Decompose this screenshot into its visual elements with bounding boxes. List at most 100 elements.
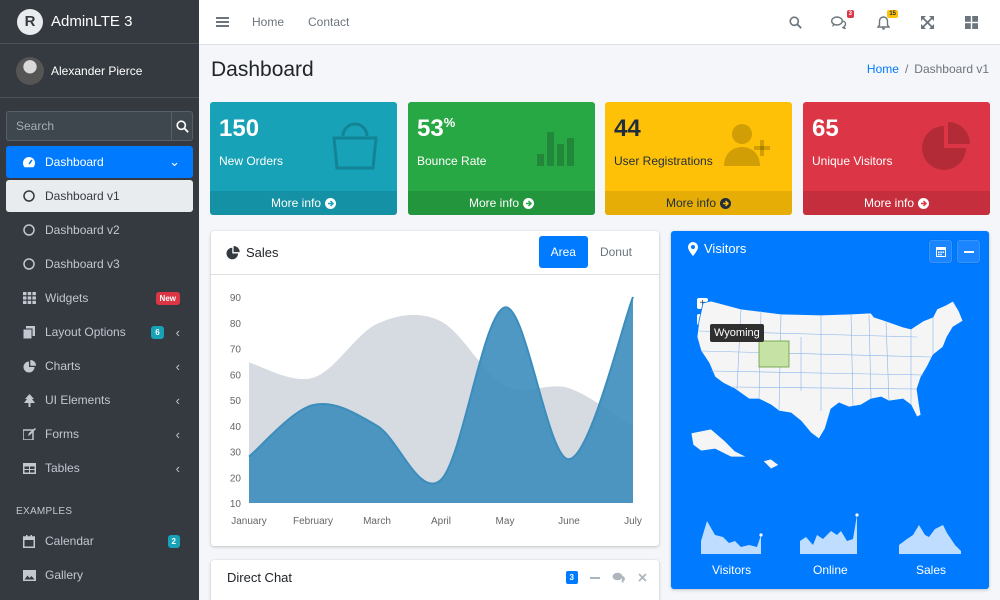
- bell-icon: [876, 15, 890, 30]
- bar-chart-icon: [537, 120, 577, 175]
- sidebar-item-dashboard[interactable]: Dashboard ⌄: [6, 146, 193, 178]
- brand-logo: R: [17, 8, 43, 35]
- sidebar-item-label: Layout Options: [45, 325, 126, 339]
- sidebar-item-charts[interactable]: Charts ‹: [6, 350, 193, 382]
- sparkline-online: [800, 515, 857, 554]
- breadcrumb-home[interactable]: Home: [866, 62, 899, 76]
- visitors-card: Visitors + − Wyoming Visitors Online Sal…: [671, 231, 989, 589]
- fullscreen-button[interactable]: [918, 14, 936, 32]
- sidebar-search: [6, 111, 193, 141]
- sidebar-item-label: Calendar: [45, 534, 94, 548]
- small-box-value: 53%: [417, 115, 456, 142]
- sidebar-item-calendar[interactable]: Calendar 2: [6, 525, 193, 557]
- avatar: [16, 56, 44, 85]
- collapse-button[interactable]: [957, 240, 980, 263]
- arrow-circle-right-icon: [523, 197, 535, 209]
- minus-icon[interactable]: [590, 573, 600, 583]
- user-name[interactable]: Alexander Pierce: [51, 63, 143, 78]
- sidebar-item-layout-options[interactable]: Layout Options 6 ‹: [6, 316, 193, 348]
- y-tick-label: 80: [230, 319, 242, 330]
- search-input[interactable]: [6, 111, 171, 141]
- brand-link[interactable]: R AdminLTE 3: [0, 0, 199, 44]
- more-info-link[interactable]: More info: [605, 191, 792, 215]
- map-marker-icon: [688, 241, 698, 256]
- small-box-value: 65: [812, 115, 839, 142]
- sidebar-item-label: Dashboard v3: [45, 257, 120, 271]
- small-box-label: User Registrations: [614, 154, 713, 168]
- x-tick-label: July: [624, 516, 642, 527]
- sidebar-item-gallery[interactable]: Gallery: [6, 559, 193, 591]
- sidebar-item-forms[interactable]: Forms ‹: [6, 418, 193, 450]
- small-box-label: New Orders: [219, 154, 284, 168]
- page-title: Dashboard: [211, 58, 314, 81]
- sidebar-item-label: Forms: [45, 427, 79, 441]
- small-box-new-orders: 150 New Orders More info: [210, 102, 397, 215]
- sparkline-label: Visitors: [712, 563, 752, 577]
- notifications-button[interactable]: 15: [874, 9, 898, 32]
- more-info-link[interactable]: More info: [803, 191, 990, 215]
- small-box-label: Bounce Rate: [417, 154, 487, 168]
- x-tick-label: April: [431, 516, 451, 527]
- circle-icon: [20, 258, 38, 270]
- search-button[interactable]: [171, 111, 193, 141]
- copy-icon: [20, 325, 38, 339]
- map-tooltip: Wyoming: [710, 324, 764, 342]
- chevron-left-icon: ‹: [175, 426, 180, 442]
- sidebar-item-ui-elements[interactable]: UI Elements ‹: [6, 384, 193, 416]
- usa-map[interactable]: [671, 281, 989, 481]
- chart-pie-icon: [20, 359, 38, 373]
- breadcrumb-current: Dashboard v1: [914, 62, 989, 76]
- date-range-button[interactable]: [929, 240, 952, 263]
- table-icon: [20, 462, 38, 474]
- close-icon[interactable]: [638, 573, 647, 582]
- y-tick-label: 20: [230, 473, 242, 484]
- control-sidebar-button[interactable]: [962, 14, 980, 32]
- edit-icon: [20, 428, 38, 440]
- sidebar-item-dashboard-v2[interactable]: Dashboard v2: [6, 214, 193, 246]
- small-box-value: 150: [219, 115, 260, 142]
- sidebar-item-label: Dashboard: [45, 155, 104, 169]
- x-tick-label: May: [496, 516, 515, 527]
- sidebar-item-label: Dashboard v2: [45, 223, 120, 237]
- sparkline-label: Sales: [916, 563, 947, 577]
- comments-icon[interactable]: [612, 572, 626, 583]
- sparkline-sales: [899, 525, 961, 554]
- chevron-left-icon: ‹: [175, 460, 180, 476]
- y-tick-label: 10: [230, 499, 242, 510]
- sidebar-item-widgets[interactable]: Widgets New: [6, 282, 193, 314]
- brand-text: AdminLTE 3: [51, 13, 133, 30]
- more-info-link[interactable]: More info: [210, 191, 397, 215]
- tree-icon: [20, 393, 38, 407]
- menu-toggle-icon[interactable]: [216, 15, 229, 29]
- sidebar-item-tables[interactable]: Tables ‹: [6, 452, 193, 484]
- sales-series-line-0: [248, 312, 634, 427]
- navbar-search-button[interactable]: [786, 14, 804, 32]
- nav-link-contact[interactable]: Contact: [308, 15, 350, 29]
- sidebar-item-dashboard-v3[interactable]: Dashboard v3: [6, 248, 193, 280]
- small-box-bounce-rate: 53% Bounce Rate More info: [408, 102, 595, 215]
- user-panel[interactable]: Alexander Pierce: [0, 44, 199, 98]
- sidebar-item-label: Gallery: [45, 568, 84, 582]
- shopping-bag-icon: [331, 120, 379, 175]
- search-icon: [788, 16, 802, 29]
- sales-card-header: Sales Area Donut: [211, 231, 659, 275]
- tab-donut[interactable]: Donut: [599, 245, 632, 259]
- messages-button[interactable]: 3: [830, 9, 854, 32]
- user-plus-icon: [722, 120, 774, 175]
- circle-icon: [20, 224, 38, 236]
- sales-series-area-1: [249, 297, 633, 503]
- sidebar-item-dashboard-v1[interactable]: Dashboard v1: [6, 180, 193, 212]
- tab-area[interactable]: Area: [538, 236, 588, 268]
- chart-pie-icon: [226, 245, 240, 259]
- notifications-badge: 15: [887, 9, 898, 18]
- calendar-icon: [935, 247, 946, 257]
- x-tick-label: January: [231, 516, 267, 527]
- more-info-link[interactable]: More info: [408, 191, 595, 215]
- y-tick-label: 90: [230, 293, 242, 304]
- chevron-down-icon: ⌄: [169, 154, 180, 169]
- nav-link-home[interactable]: Home: [252, 15, 285, 29]
- chevron-left-icon: ‹: [175, 392, 180, 408]
- expand-arrows-icon: [920, 16, 934, 29]
- messages-badge: 3: [846, 9, 854, 18]
- y-tick-label: 30: [230, 448, 242, 459]
